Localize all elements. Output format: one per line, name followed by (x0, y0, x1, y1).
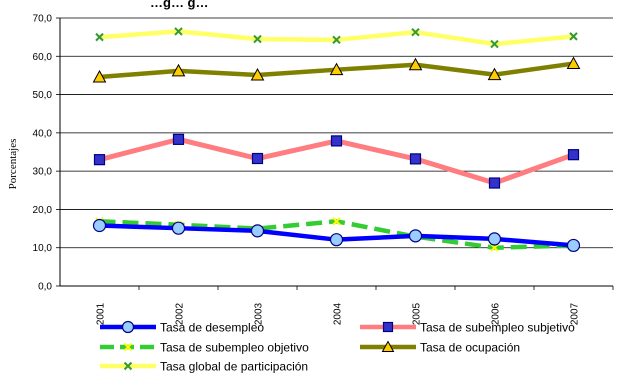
point-1-6 (567, 149, 580, 161)
y-tick-label-1: 10,0 (33, 243, 53, 254)
series-1 (93, 133, 580, 189)
point-0-3 (329, 233, 344, 247)
y-tick-label-0: 0,0 (38, 282, 52, 293)
x-tick-labels: 2001 2002 2003 2004 2005 2006 2007 (96, 286, 614, 325)
y-tick-labels: 0,0 10,0 20,0 30,0 40,0 50,0 60,0 70,0 (33, 14, 53, 293)
point-4-4 (411, 27, 420, 37)
point-4-6 (569, 32, 578, 41)
point-3-2 (250, 68, 265, 81)
point-1-4 (409, 153, 422, 165)
gridlines (56, 17, 613, 287)
legend-item-3: Tasa de ocupación (360, 340, 520, 355)
point-1-1 (172, 133, 185, 145)
x-tick-label-2002: 2002 (175, 302, 186, 325)
point-3-6 (566, 56, 581, 70)
legend-label-3: Tasa de ocupación (420, 341, 520, 355)
point-4-3 (332, 35, 341, 45)
axes (59, 18, 613, 287)
point-2-5 (490, 243, 499, 252)
y-tick-label-4: 40,0 (33, 128, 53, 139)
point-0-4 (408, 229, 423, 243)
x-tick-label-2004: 2004 (333, 302, 344, 325)
series-line-4 (99, 29, 574, 47)
legend-label-4: Tasa global de participación (160, 360, 308, 373)
series-3 (92, 56, 581, 83)
point-3-3 (329, 62, 344, 76)
point-0-1 (171, 221, 186, 235)
legend-marker-0 (121, 320, 135, 334)
x-tick-label-2007: 2007 (570, 302, 581, 325)
point-4-1 (174, 27, 183, 36)
y-tick-label-3: 30,0 (33, 167, 53, 178)
legend-marker-2 (123, 342, 133, 352)
point-2-3 (332, 217, 341, 226)
point-3-1 (171, 63, 186, 77)
legend-item-1: Tasa de subempleo subjetivo (360, 321, 575, 335)
point-4-0 (95, 32, 104, 42)
y-tick-label-5: 50,0 (33, 90, 53, 101)
point-1-2 (251, 152, 264, 165)
point-0-0 (92, 218, 107, 233)
y-tick-label-7: 70,0 (33, 14, 53, 25)
x-tick-label-2006: 2006 (491, 302, 502, 325)
legend: Tasa de desempleo Tasa de subempleo subje… (100, 321, 575, 373)
legend-label-1: Tasa de subempleo subjetivo (420, 321, 575, 335)
legend-item-4: Tasa global de participación (100, 360, 308, 373)
chart-title-fragment: …g… g… (150, 0, 209, 10)
point-1-0 (93, 154, 106, 166)
point-0-5 (487, 232, 502, 246)
point-0-2 (250, 224, 265, 238)
point-1-3 (330, 135, 343, 147)
point-3-4 (408, 57, 423, 71)
y-tick-label-6: 60,0 (33, 52, 53, 63)
series-4 (95, 27, 578, 49)
legend-marker-3 (381, 340, 395, 352)
point-3-0 (92, 69, 107, 83)
legend-item-0: Tasa de desempleo (100, 321, 264, 335)
x-tick-label-2003: 2003 (254, 302, 265, 325)
series-0 (92, 218, 581, 253)
x-tick-label-2005: 2005 (412, 302, 423, 325)
legend-marker-4 (123, 361, 133, 371)
x-tick-label-2001: 2001 (96, 302, 107, 325)
y-tick-label-2: 20,0 (33, 205, 53, 216)
legend-label-2: Tasa de subempleo objetivo (160, 341, 309, 355)
y-axis-label: Porcentajes (7, 139, 19, 190)
point-3-5 (487, 67, 502, 81)
legend-marker-1 (382, 321, 394, 333)
legend-item-2: Tasa de subempleo objetivo (100, 341, 309, 355)
legend-label-0: Tasa de desempleo (160, 321, 264, 335)
series-layer (92, 27, 581, 253)
point-0-6 (566, 238, 581, 253)
point-4-2 (253, 34, 262, 44)
point-1-5 (488, 177, 501, 189)
point-4-5 (490, 39, 499, 49)
